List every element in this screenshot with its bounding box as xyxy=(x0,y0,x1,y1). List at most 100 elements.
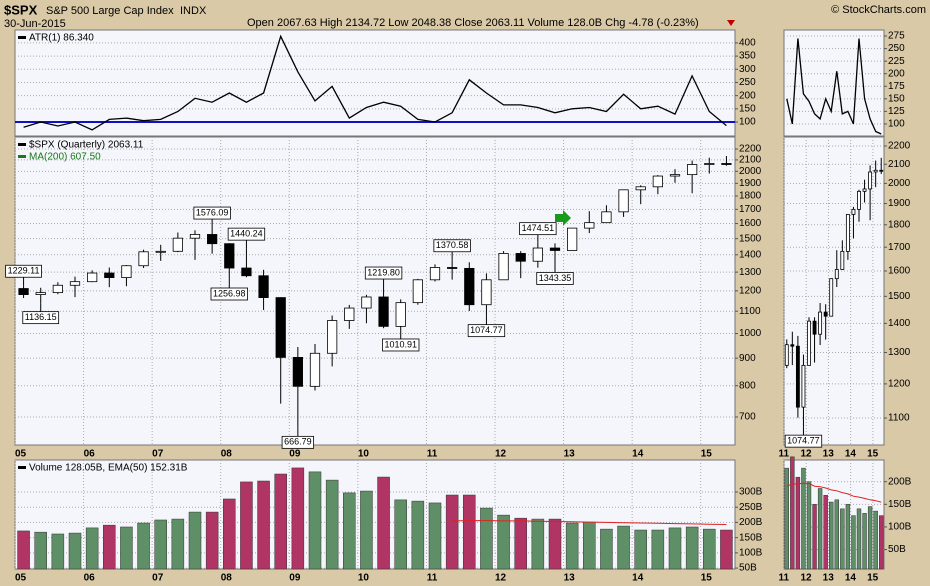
volume-bar xyxy=(51,533,65,570)
y-tick-label: 250B xyxy=(739,502,763,513)
legend-swatch xyxy=(18,143,26,146)
volume-bar xyxy=(703,528,716,570)
candle-body xyxy=(172,237,183,252)
candle-body xyxy=(567,227,578,251)
volume-bar xyxy=(851,515,856,570)
y-tick-label: 200 xyxy=(888,68,905,79)
date: 30-Jun-2015 xyxy=(4,18,66,30)
price-label: 1074.77 xyxy=(470,325,503,335)
price-label-box xyxy=(364,266,403,280)
y-tick-label: 1300 xyxy=(888,347,911,358)
candle-body xyxy=(812,320,817,335)
y-tick-label: 2200 xyxy=(739,144,762,155)
candle-body xyxy=(601,211,612,224)
candle-body xyxy=(361,296,372,309)
volume-bar xyxy=(120,526,133,570)
candle-body xyxy=(275,297,286,358)
candle-body xyxy=(498,253,509,281)
volume-bar xyxy=(862,513,867,570)
price-label: 1256.98 xyxy=(213,288,246,298)
y-tick-label: 150B xyxy=(888,499,912,510)
candle-body xyxy=(395,302,406,327)
legend: Volume 128.05B, EMA(50) 152.31B xyxy=(29,463,188,474)
y-tick-label: 200 xyxy=(739,90,756,101)
candle-body xyxy=(845,214,850,252)
volume-bar xyxy=(394,499,407,570)
x-tick-label: 15 xyxy=(701,573,713,584)
price-label-box xyxy=(433,239,471,253)
candle-body xyxy=(818,311,823,335)
panel xyxy=(783,29,885,137)
volume-bar xyxy=(823,495,828,570)
x-tick-label: 09 xyxy=(289,573,301,584)
volume-bar xyxy=(205,511,219,570)
x-tick-label: 08 xyxy=(221,573,233,584)
volume-bar xyxy=(343,492,356,570)
x-tick-label: 15 xyxy=(867,573,879,584)
y-tick-label: 1500 xyxy=(739,233,762,244)
y-tick-label: 150 xyxy=(739,103,756,114)
volume-bar xyxy=(600,528,613,570)
candle-body xyxy=(879,169,884,172)
y-tick-label: 200B xyxy=(739,517,763,528)
candle-body xyxy=(873,169,878,173)
legend: $SPX (Quarterly) 2063.11 xyxy=(29,140,144,151)
x-tick-label: 07 xyxy=(152,449,164,460)
volume-bar xyxy=(428,502,442,570)
index-name: S&P 500 Large Cap Index xyxy=(46,5,174,17)
candle-body xyxy=(635,186,646,191)
candle-body xyxy=(464,267,475,306)
price-label: 1136.15 xyxy=(25,312,57,322)
x-tick-label: 14 xyxy=(632,449,644,460)
volume-bar xyxy=(634,529,647,570)
price-label-box xyxy=(536,272,574,285)
y-tick-label: 1100 xyxy=(888,413,910,424)
candle-body xyxy=(532,247,543,262)
volume-bar xyxy=(829,501,834,570)
y-tick-label: 2200 xyxy=(888,141,911,152)
volume-bar xyxy=(377,476,390,570)
y-tick-label: 50B xyxy=(888,544,906,555)
volume-bar xyxy=(188,511,202,570)
panel xyxy=(783,459,885,570)
price-label-box xyxy=(193,206,231,220)
y-tick-label: 2000 xyxy=(739,166,762,177)
volume-bar xyxy=(668,527,682,570)
y-tick-label: 150B xyxy=(739,532,763,543)
price-label-box xyxy=(467,324,506,338)
x-tick-label: 08 xyxy=(221,449,233,460)
price-label: 1440.24 xyxy=(230,229,263,239)
volume-bar xyxy=(308,471,322,570)
y-tick-label: 350 xyxy=(739,51,756,62)
y-tick-label: 100B xyxy=(888,522,912,533)
candle-body xyxy=(52,284,63,294)
volume-bar xyxy=(223,498,236,570)
legend-swatch xyxy=(18,36,26,39)
y-tick-label: 100 xyxy=(739,117,756,128)
x-tick-label: 10 xyxy=(358,573,370,584)
y-tick-label: 300 xyxy=(739,64,756,75)
price-label: 1010.91 xyxy=(384,339,417,349)
volume-bar xyxy=(565,522,579,570)
x-tick-label: 05 xyxy=(15,449,27,460)
x-tick-label: 11 xyxy=(427,449,438,460)
volume-bar xyxy=(325,479,339,570)
candle-body xyxy=(584,222,595,229)
volume-bar xyxy=(274,473,287,570)
y-tick-label: 250 xyxy=(739,77,756,88)
volume-bar xyxy=(685,526,699,570)
candle-body xyxy=(87,272,98,283)
y-tick-label: 1900 xyxy=(739,178,762,189)
panel xyxy=(783,136,885,446)
candle-body xyxy=(207,234,218,245)
x-tick-label: 10 xyxy=(358,449,370,460)
candle-body xyxy=(790,344,795,347)
price-label: 666.79 xyxy=(284,437,312,447)
volume-bar xyxy=(867,506,873,570)
candle-body xyxy=(18,288,29,295)
candle-body xyxy=(344,307,355,321)
x-tick-label: 13 xyxy=(564,573,576,584)
volume-bar xyxy=(514,517,527,570)
volume-bar xyxy=(240,481,253,570)
y-tick-label: 1600 xyxy=(888,266,911,277)
